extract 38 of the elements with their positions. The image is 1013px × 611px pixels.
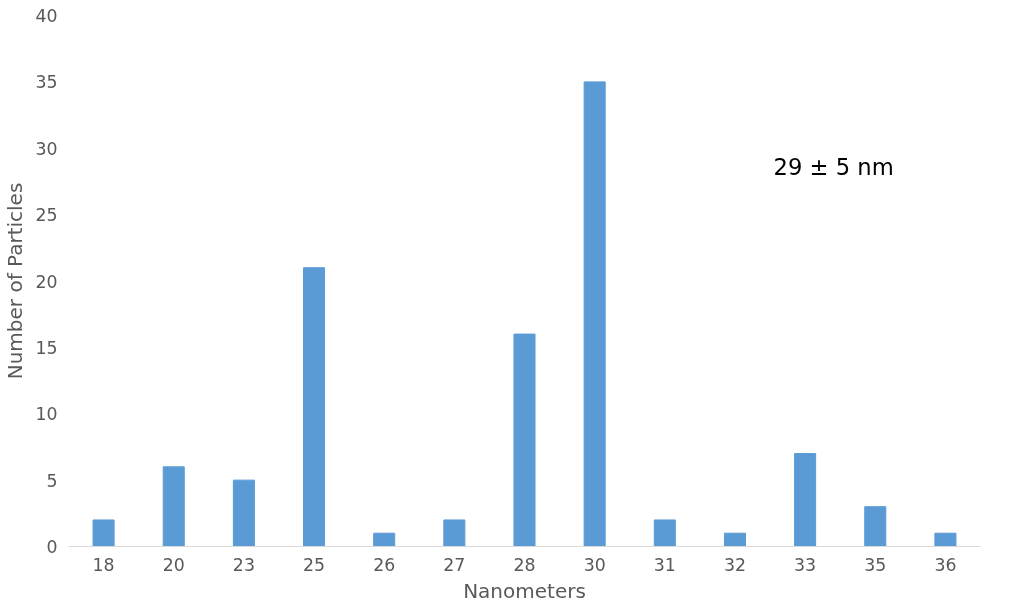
bar [373, 532, 396, 547]
x-tick-label: 18 [92, 554, 115, 575]
x-axis-title: Nanometers [463, 578, 586, 603]
y-tick-label: 20 [35, 271, 58, 292]
bar [303, 267, 326, 547]
annotation: 29 ± 5 nm [773, 153, 894, 180]
bar [513, 333, 536, 547]
bar [864, 506, 887, 547]
y-tick-label: 5 [46, 470, 58, 491]
bar [162, 466, 185, 547]
bar [794, 453, 817, 547]
y-axis-title: Number of Particles [3, 182, 28, 380]
x-tick-label: 28 [513, 554, 536, 575]
x-tick-label: 33 [794, 554, 817, 575]
x-tick-label: 23 [232, 554, 255, 575]
x-tick-label: 25 [303, 554, 326, 575]
y-tick-label: 40 [35, 6, 58, 26]
y-tick-label: 10 [35, 404, 58, 425]
y-tick-label: 30 [35, 138, 58, 159]
x-tick-label: 27 [443, 554, 466, 575]
x-tick-label: 30 [583, 554, 606, 575]
bar [723, 532, 746, 547]
bar [653, 519, 676, 547]
bar [443, 519, 466, 547]
x-tick-label: 20 [162, 554, 185, 575]
x-tick-label: 31 [653, 554, 676, 575]
bar [92, 519, 115, 547]
bar [934, 532, 957, 547]
bar [583, 81, 606, 547]
y-tick-label: 35 [35, 72, 58, 93]
x-tick-label: 26 [373, 554, 396, 575]
x-tick-label: 32 [723, 554, 746, 575]
bar [232, 479, 255, 547]
x-tick-label: 35 [864, 554, 887, 575]
y-tick-label: 25 [35, 205, 58, 226]
x-tick-label: 36 [934, 554, 957, 575]
y-tick-label: 0 [46, 537, 58, 557]
y-tick-label: 15 [35, 337, 58, 358]
